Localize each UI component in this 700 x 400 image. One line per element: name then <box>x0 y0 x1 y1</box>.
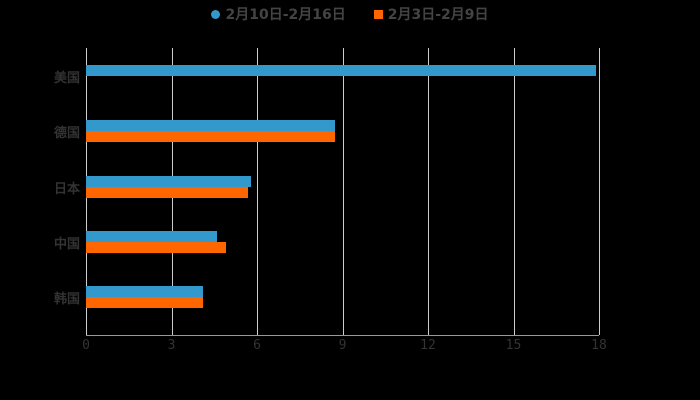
gridline <box>513 48 515 335</box>
x-tick-label: 9 <box>338 338 347 353</box>
legend-item-series-2[interactable]: 2月3日-2月9日 <box>373 4 489 24</box>
bar-1 <box>86 286 203 298</box>
x-tick-label: 18 <box>591 338 607 353</box>
bar-2 <box>86 131 336 143</box>
gridline <box>342 48 344 335</box>
category-label: 韩国 <box>53 292 80 308</box>
legend-label: 2月3日-2月9日 <box>387 7 489 23</box>
legend-label: 2月10日-2月16日 <box>225 7 346 23</box>
legend-marker-icon <box>373 9 383 19</box>
bar-2 <box>86 297 203 309</box>
x-tick-label: 15 <box>505 338 522 353</box>
x-axis-line <box>86 335 599 336</box>
category-label: 日本 <box>53 181 80 197</box>
gridline <box>428 48 429 335</box>
bar-1 <box>86 230 218 242</box>
bar-1 <box>86 120 336 132</box>
x-tick-label: 12 <box>420 338 436 353</box>
category-label: 美国 <box>53 70 80 86</box>
category-label: 中国 <box>53 236 80 252</box>
category-label: 德国 <box>53 126 80 142</box>
legend-marker-icon <box>211 9 221 19</box>
x-tick-label: 3 <box>167 338 176 353</box>
chart-legend: 2月10日-2月16日 2月3日-2月9日 <box>0 4 700 24</box>
x-tick-label: 6 <box>253 338 261 353</box>
bar-2 <box>86 241 226 253</box>
gridline <box>257 48 258 335</box>
bar-1 <box>86 64 597 76</box>
bar-2 <box>86 186 249 198</box>
x-tick-label: 0 <box>82 338 90 353</box>
legend-item-series-1[interactable]: 2月10日-2月16日 <box>211 4 346 24</box>
gridline <box>599 48 600 335</box>
bar-1 <box>86 175 252 187</box>
